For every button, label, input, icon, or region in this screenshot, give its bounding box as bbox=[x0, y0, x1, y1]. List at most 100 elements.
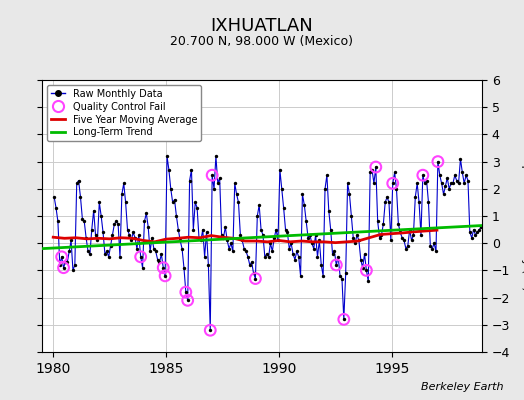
Y-axis label: Temperature Anomaly (°C): Temperature Anomaly (°C) bbox=[521, 142, 524, 290]
Point bbox=[253, 213, 261, 219]
Point bbox=[170, 196, 179, 203]
Point bbox=[144, 224, 152, 230]
Point bbox=[283, 229, 291, 236]
Point bbox=[116, 254, 124, 260]
Point bbox=[183, 297, 192, 304]
Point bbox=[154, 256, 162, 263]
Point bbox=[140, 218, 149, 225]
Point bbox=[234, 199, 243, 206]
Point bbox=[228, 248, 237, 254]
Point bbox=[389, 180, 397, 186]
Point bbox=[351, 240, 359, 246]
Point bbox=[246, 262, 254, 268]
Point bbox=[435, 172, 444, 178]
Point bbox=[291, 256, 299, 263]
Point bbox=[199, 226, 207, 233]
Point bbox=[106, 243, 115, 249]
Point bbox=[167, 186, 175, 192]
Point bbox=[453, 178, 461, 184]
Point bbox=[151, 248, 160, 254]
Point bbox=[406, 226, 414, 233]
Point bbox=[340, 316, 348, 322]
Point bbox=[349, 234, 357, 241]
Point bbox=[103, 248, 111, 254]
Point bbox=[321, 186, 329, 192]
Point bbox=[471, 232, 479, 238]
Point bbox=[340, 316, 348, 322]
Point bbox=[379, 221, 388, 227]
Point bbox=[182, 289, 190, 295]
Point bbox=[338, 275, 346, 282]
Point bbox=[319, 273, 328, 279]
Point bbox=[292, 248, 301, 254]
Point bbox=[119, 180, 128, 186]
Point bbox=[215, 175, 224, 181]
Point bbox=[255, 202, 264, 208]
Point bbox=[122, 199, 130, 206]
Point bbox=[142, 210, 150, 216]
Point bbox=[396, 229, 405, 236]
Point bbox=[157, 251, 166, 257]
Text: IXHUATLAN: IXHUATLAN bbox=[211, 17, 313, 35]
Point bbox=[366, 169, 374, 176]
Point bbox=[58, 254, 66, 260]
Point bbox=[475, 226, 484, 233]
Point bbox=[362, 267, 370, 274]
Point bbox=[123, 226, 132, 233]
Point bbox=[202, 229, 211, 236]
Point bbox=[118, 191, 126, 198]
Point bbox=[84, 248, 92, 254]
Point bbox=[69, 267, 77, 274]
Point bbox=[58, 254, 66, 260]
Point bbox=[71, 262, 79, 268]
Point bbox=[131, 234, 139, 241]
Point bbox=[276, 166, 284, 173]
Point bbox=[63, 259, 71, 266]
Point bbox=[426, 243, 434, 249]
Point bbox=[206, 327, 214, 334]
Point bbox=[165, 166, 173, 173]
Point bbox=[174, 226, 182, 233]
Legend: Raw Monthly Data, Quality Control Fail, Five Year Moving Average, Long-Term Tren: Raw Monthly Data, Quality Control Fail, … bbox=[47, 85, 201, 141]
Point bbox=[462, 172, 471, 178]
Point bbox=[227, 240, 235, 246]
Point bbox=[161, 273, 169, 279]
Point bbox=[270, 234, 278, 241]
Point bbox=[389, 180, 397, 186]
Point bbox=[193, 205, 201, 211]
Point bbox=[183, 297, 192, 304]
Point bbox=[330, 248, 339, 254]
Point bbox=[329, 251, 337, 257]
Point bbox=[285, 246, 293, 252]
Point bbox=[78, 216, 86, 222]
Point bbox=[447, 180, 455, 186]
Point bbox=[206, 327, 214, 334]
Point bbox=[361, 251, 369, 257]
Point bbox=[265, 254, 273, 260]
Point bbox=[302, 218, 310, 225]
Point bbox=[417, 232, 425, 238]
Point bbox=[409, 232, 418, 238]
Point bbox=[180, 264, 188, 271]
Point bbox=[294, 254, 303, 260]
Point bbox=[225, 246, 233, 252]
Point bbox=[67, 237, 75, 244]
Point bbox=[326, 226, 335, 233]
Point bbox=[381, 199, 389, 206]
Point bbox=[297, 273, 305, 279]
Point bbox=[460, 180, 468, 186]
Point bbox=[434, 158, 442, 165]
Point bbox=[110, 221, 118, 227]
Point bbox=[187, 166, 195, 173]
Point bbox=[383, 194, 391, 200]
Point bbox=[263, 251, 271, 257]
Point bbox=[200, 254, 209, 260]
Point bbox=[133, 246, 141, 252]
Point bbox=[334, 254, 342, 260]
Point bbox=[415, 199, 423, 206]
Point bbox=[59, 264, 68, 271]
Point bbox=[441, 183, 450, 189]
Point bbox=[411, 194, 420, 200]
Point bbox=[432, 248, 440, 254]
Point bbox=[458, 169, 466, 176]
